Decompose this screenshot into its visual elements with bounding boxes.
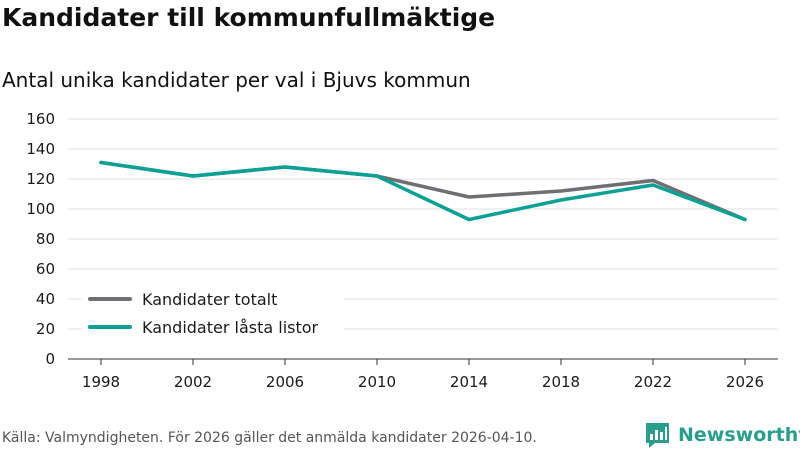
- x-tick-label: 1998: [82, 373, 120, 391]
- brand-logo: Newsworthy: [644, 420, 800, 450]
- x-tick-label: 2014: [450, 373, 488, 391]
- newsworthy-logo-icon: [646, 423, 669, 448]
- chart-subtitle: Antal unika kandidater per val i Bjuvs k…: [2, 68, 471, 92]
- y-tick-label: 60: [36, 260, 55, 278]
- x-tick-label: 2010: [358, 373, 396, 391]
- chart-title: Kandidater till kommunfullmäktige: [2, 3, 496, 32]
- y-tick-label: 20: [36, 320, 55, 338]
- y-axis-ticks: 0 20 40 60 80 100 120 140 160: [26, 110, 55, 368]
- series-line-2: [99, 160, 747, 222]
- series-lines: [99, 160, 747, 222]
- y-tick-label: 80: [36, 230, 55, 248]
- x-tick-label: 2022: [634, 373, 672, 391]
- legend-background: [82, 284, 344, 344]
- gridlines: [68, 118, 778, 330]
- x-tick-label: 2026: [726, 373, 764, 391]
- x-tick-label: 2006: [266, 373, 304, 391]
- series-line-1: [99, 160, 747, 222]
- y-tick-label: 120: [26, 170, 55, 188]
- x-axis-ticks: 1998 2002 2006 2010 2014 2018 2022 2026: [82, 359, 764, 391]
- y-tick-label: 140: [26, 140, 55, 158]
- source-note: Källa: Valmyndigheten. För 2026 gäller d…: [2, 430, 537, 446]
- legend: Kandidater totalt Kandidater låsta listor: [82, 284, 344, 344]
- legend-label: Kandidater totalt: [142, 290, 277, 309]
- brand-name: Newsworthy: [678, 424, 800, 446]
- x-tick-label: 2002: [174, 373, 212, 391]
- y-tick-label: 160: [26, 110, 55, 128]
- legend-label: Kandidater låsta listor: [142, 318, 319, 337]
- y-tick-label: 0: [45, 350, 55, 368]
- y-tick-label: 100: [26, 200, 55, 218]
- y-tick-label: 40: [36, 290, 55, 308]
- x-tick-label: 2018: [542, 373, 580, 391]
